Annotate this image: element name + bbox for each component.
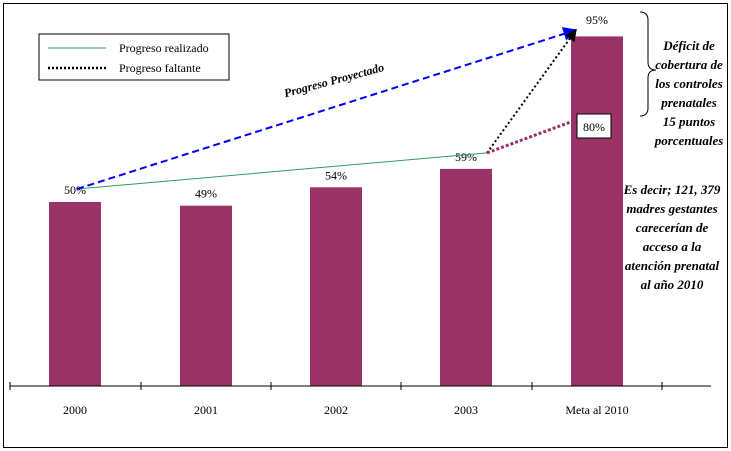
x-ticks-group <box>9 382 663 390</box>
deficit-line: porcentuales <box>654 133 724 148</box>
x-tick-label: 2000 <box>63 403 87 417</box>
bar-meta-al-2010 <box>571 36 623 387</box>
legend-realized-label: Progreso realizado <box>119 41 209 55</box>
deficit-line: prenatales <box>661 95 717 110</box>
impact-line: acceso a la <box>642 239 702 254</box>
impact-line: carecerían de <box>635 220 709 235</box>
bar-2000 <box>49 202 101 386</box>
impact-line: al año 2010 <box>640 277 704 292</box>
x-tick-label: 2001 <box>194 403 218 417</box>
impact-line: madres gestantes <box>626 201 718 216</box>
value-label: 95% <box>586 13 608 27</box>
deficit-annotation: Déficit de cobertura de los controles pr… <box>650 36 728 150</box>
value-label: 49% <box>195 187 217 201</box>
projection-extension-line <box>486 118 577 155</box>
bar-2002 <box>310 187 362 386</box>
x-tick-label: 2003 <box>454 403 478 417</box>
legend-missing-label: Progreso faltante <box>119 61 201 75</box>
bars-group <box>49 36 623 387</box>
deficit-line: 15 puntos <box>662 114 716 129</box>
x-tick-label: Meta al 2010 <box>565 403 628 417</box>
x-tick-label: 2002 <box>324 403 348 417</box>
value-label: 59% <box>455 150 477 164</box>
deficit-line: los controles <box>655 76 723 91</box>
deficit-line: Déficit de <box>663 38 715 53</box>
impact-annotation: Es decir; 121, 379 madres gestantes care… <box>612 180 731 294</box>
bar-2003 <box>440 168 492 386</box>
bar-2001 <box>180 205 232 386</box>
legend-box <box>38 33 230 81</box>
deficit-line: cobertura de <box>655 57 723 72</box>
x-tick-labels-group: 2000 2001 2002 2003 Meta al 2010 <box>63 403 629 417</box>
projected-progress-label: Progreso Proyectado <box>282 60 385 100</box>
impact-line: Es decir; 121, 379 <box>623 182 721 197</box>
deficit-bracket <box>639 11 657 117</box>
value-labels-group: 50% 49% 54% 59% 95% <box>64 13 608 201</box>
progress-missing-arrow <box>486 29 577 154</box>
value-label: 54% <box>325 168 347 182</box>
projection-label: 80% <box>583 120 605 134</box>
legend: Progreso realizado Progreso faltante <box>38 33 230 81</box>
value-label: 50% <box>64 183 86 197</box>
impact-line: atención prenatal <box>624 258 720 273</box>
progress-realized-line <box>76 152 488 190</box>
projection-label-box <box>576 113 612 139</box>
